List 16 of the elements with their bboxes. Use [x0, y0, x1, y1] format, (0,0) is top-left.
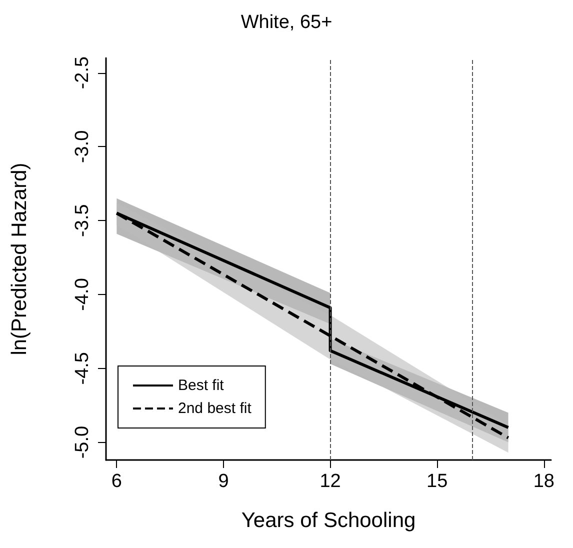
- x-tick-label: 6: [111, 471, 122, 492]
- chart-title: White, 65+: [240, 12, 332, 33]
- y-axis-title: ln(Predicted Hazard): [8, 162, 31, 356]
- y-tick-label: -3.0: [72, 130, 93, 164]
- y-tick-label: -5.0: [72, 426, 93, 459]
- x-tick-label: 9: [218, 471, 229, 492]
- y-tick-label: -4.0: [72, 278, 93, 311]
- y-tick-label: -4.5: [72, 352, 93, 385]
- legend-label: Best fit: [178, 377, 225, 394]
- x-tick-label: 12: [320, 471, 341, 492]
- y-tick-label: -2.5: [72, 56, 93, 90]
- x-tick-label: 15: [426, 471, 448, 492]
- x-axis-title: Years of Schooling: [241, 509, 416, 532]
- x-tick-label: 18: [533, 471, 554, 492]
- legend-label: 2nd best fit: [178, 400, 252, 417]
- y-tick-label: -3.5: [72, 204, 93, 237]
